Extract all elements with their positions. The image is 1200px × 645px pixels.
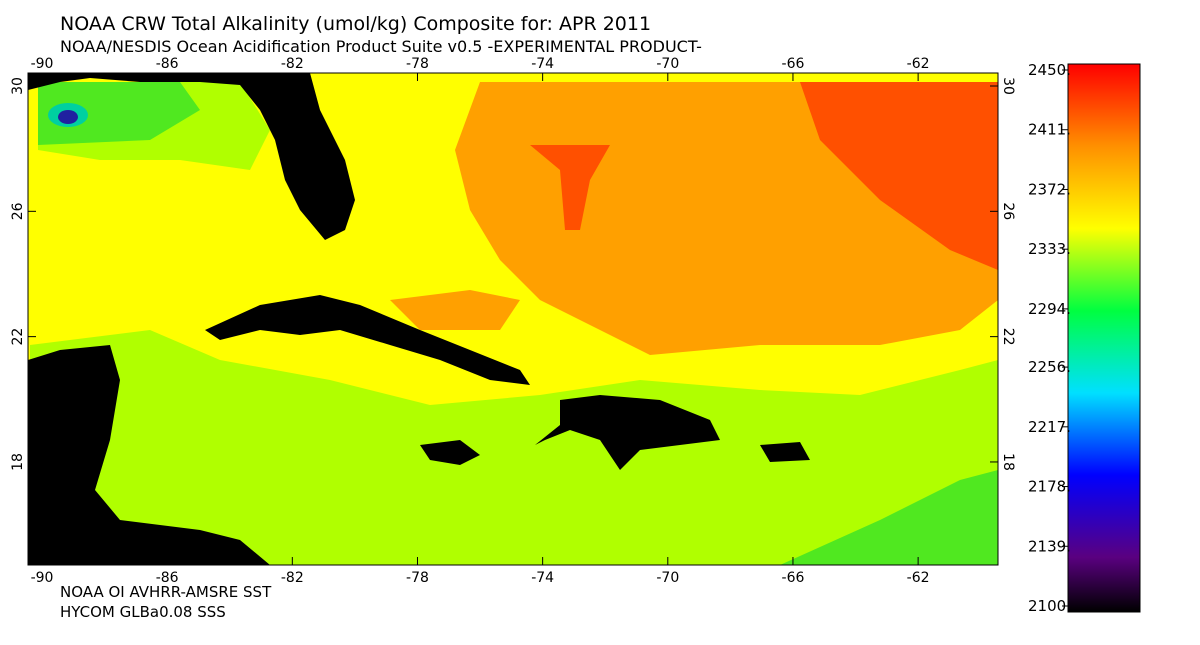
lat-tick-label: 22 [1000,328,1016,346]
lon-tick-label: -90 [31,56,54,72]
subtitle: NOAA/NESDIS Ocean Acidification Product … [60,37,702,56]
gulf-green-core [38,82,200,145]
lat-tick-label: 18 [1000,453,1016,471]
lat-tick-label: 30 [1000,77,1016,95]
land [28,73,810,565]
lat-tick-label: 26 [1000,202,1016,220]
lon-tick-label: -66 [782,570,805,586]
colorbar-tick-label: 2450. [1028,61,1071,79]
lon-tick-label: -86 [156,56,179,72]
map-frame [27,72,999,566]
colorbar-tick-label: 2178. [1028,478,1071,496]
lon-tick-label: -86 [156,570,179,586]
lon-tick-label: -74 [531,570,554,586]
red-orange-zone [800,82,998,270]
lat-tick-label: 26 [10,202,26,220]
lon-tick-label: -66 [782,56,805,72]
lon-tick-label: -82 [281,570,304,586]
lon-tick-label: -78 [406,56,429,72]
green-zone [780,470,998,565]
lon-tick-label: -78 [406,570,429,586]
colorbar-tick-label: 2256. [1028,358,1071,376]
colorbar-tick-label: 2333. [1028,240,1071,258]
lat-tick-label: 18 [10,453,26,471]
lon-tick-label: -90 [31,570,54,586]
colorbar-tick-label: 2372. [1028,180,1071,198]
lon-tick-label: -82 [281,56,304,72]
colorbar-tick-label: 2294. [1028,300,1071,318]
colorbar [1067,63,1141,613]
lat-tick-label: 22 [10,328,26,346]
lon-tick-label: -70 [656,570,679,586]
footer-line1: NOAA OI AVHRR-AMSRE SST [60,583,272,601]
title: NOAA CRW Total Alkalinity (umol/kg) Comp… [60,13,651,35]
colorbar-tick-label: 2100. [1028,597,1071,615]
lat-tick-label: 30 [10,77,26,95]
footer-line2: HYCOM GLBa0.08 SSS [60,603,226,621]
hispaniola [535,395,720,470]
gulf-blue [58,110,78,124]
florida [28,73,355,240]
cuba [205,295,530,385]
alkalinity-field [28,73,998,565]
lon-tick-label: -62 [907,56,930,72]
orange-patch [390,290,520,330]
jamaica [420,440,480,465]
red-orange-patch [530,145,610,230]
lon-tick-label: -74 [531,56,554,72]
colorbar-tick-label: 2217. [1028,418,1071,436]
lon-tick-label: -62 [907,570,930,586]
puerto-rico [760,442,810,462]
colorbar-tick-label: 2139. [1028,537,1071,555]
yellow-green-zone [30,330,998,565]
lon-tick-label: -70 [656,56,679,72]
colorbar-tick-label: 2411. [1028,121,1071,139]
yucatan [28,345,270,565]
